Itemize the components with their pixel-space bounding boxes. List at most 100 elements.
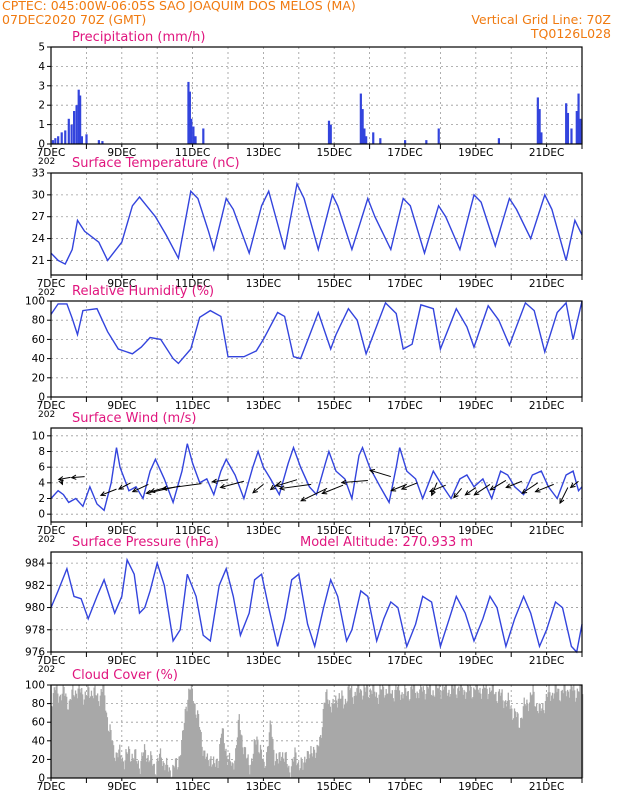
temperature-frame <box>50 172 583 276</box>
y-tick-label: 80 <box>32 698 45 710</box>
cloud-bar <box>392 698 394 778</box>
cloud-bar <box>221 728 224 778</box>
cloud-bar <box>546 696 548 778</box>
cloud-bar <box>189 689 191 778</box>
cloud-bar <box>553 693 555 778</box>
cloud-bar <box>83 699 86 778</box>
x-tick-label: 7DEC <box>37 147 66 159</box>
cloud-bar <box>319 736 321 778</box>
cloud-bar <box>474 690 477 778</box>
wind-arrowhead <box>58 479 64 486</box>
cloud-bar <box>511 708 513 778</box>
wind-arrowhead <box>149 488 156 494</box>
cloud-bar <box>172 764 174 778</box>
cloud-bar <box>376 697 378 778</box>
cloud-bar <box>223 743 225 778</box>
cloud-bar <box>533 691 535 778</box>
cloud-bar <box>416 691 418 778</box>
cloud-bar <box>124 760 126 778</box>
cloud-bar <box>195 714 197 778</box>
cloud-bar <box>488 693 490 778</box>
cloud-bar <box>393 701 395 778</box>
cloud-bar <box>74 690 77 778</box>
cloud-bar <box>179 756 181 778</box>
cloud-bar <box>70 699 72 778</box>
cloud-bar <box>558 700 561 778</box>
cloud-bar <box>340 698 342 778</box>
cloud-bar <box>421 691 424 778</box>
cloud-bar <box>378 694 380 778</box>
cloud-bar <box>389 693 392 778</box>
cloud-bar <box>460 685 463 778</box>
precip-bar <box>187 81 190 144</box>
cloud-bar <box>478 692 480 778</box>
cloud-bar <box>494 693 496 778</box>
cloud-bar <box>381 685 384 778</box>
cloud-bar <box>258 752 260 778</box>
cloud-bar <box>415 698 417 778</box>
cloud-bar <box>245 758 247 778</box>
cloud-bar <box>133 759 135 778</box>
cloud-bar <box>538 703 540 778</box>
cloud-bar <box>182 730 185 778</box>
cloud-bar <box>466 692 468 778</box>
cloud-bar <box>74 696 76 778</box>
panel-pressure: 976 978 980 982 984 7DEC 9DEC 11DEC 13DEC 15DEC 17… <box>25 535 583 675</box>
cloud-bar <box>75 693 78 778</box>
cloud-bar <box>269 720 271 778</box>
cloud-bar <box>524 704 526 778</box>
y-tick-label: 10 <box>32 430 45 442</box>
cloud-bar <box>532 685 534 778</box>
cloud-bar <box>391 690 394 778</box>
cloud-bar <box>64 695 66 778</box>
cloud-bar <box>118 749 120 778</box>
wind-arrow <box>212 479 229 483</box>
cloud-bar <box>338 693 340 778</box>
cloud-bar <box>507 692 509 778</box>
cloud-bar <box>192 701 194 778</box>
cloud-bar <box>497 702 499 778</box>
precip-bar <box>73 111 76 144</box>
cloud-bar <box>548 685 550 778</box>
cloud-bar <box>281 756 283 778</box>
cloud-bar <box>434 696 436 778</box>
x-year-fragment: 202 <box>38 288 55 298</box>
cloud-cover-title: Cloud Cover (%) <box>72 668 178 683</box>
cloud-bar <box>263 761 265 778</box>
y-tick-label: 80 <box>32 315 45 327</box>
cloud-bar <box>279 752 281 778</box>
x-tick-label: 11DEC <box>175 525 210 537</box>
cloud-bar <box>315 752 317 778</box>
cloud-bar <box>374 696 377 778</box>
wind-arrow <box>521 482 539 494</box>
cloud-bar <box>322 708 324 778</box>
cloud-bar <box>138 768 140 778</box>
wind-arrow <box>341 479 368 484</box>
y-tick-label: 4 <box>38 61 45 73</box>
cloud-bar <box>283 761 286 778</box>
cloud-bar <box>231 762 233 778</box>
x-tick-label: 9DEC <box>107 147 136 159</box>
cloud-bar <box>80 692 82 778</box>
wind-arrow <box>535 483 554 493</box>
cloud-bar <box>568 697 571 778</box>
x-tick-label: 9DEC <box>107 525 136 537</box>
x-tick-label: 11DEC <box>175 278 210 290</box>
x-tick-label: 9DEC <box>107 400 136 412</box>
cloud-bar <box>471 698 473 778</box>
cloud-bar <box>151 755 153 778</box>
cloud-bar <box>426 685 428 778</box>
cloud-bar <box>250 764 252 778</box>
cloud-bar <box>142 756 144 778</box>
cloud-bar <box>579 685 581 778</box>
cloud-bar <box>202 755 204 778</box>
cloud-bar <box>487 699 489 778</box>
cloud-bar <box>131 753 133 778</box>
cloud-bar <box>128 748 131 778</box>
model-code: TQ0126L028 <box>530 26 611 41</box>
cloud-bar <box>428 688 430 778</box>
wind-arrowhead <box>489 485 496 491</box>
cloud-bar <box>68 700 70 778</box>
cloud-bar <box>505 700 507 778</box>
cloud-bar <box>166 757 168 778</box>
